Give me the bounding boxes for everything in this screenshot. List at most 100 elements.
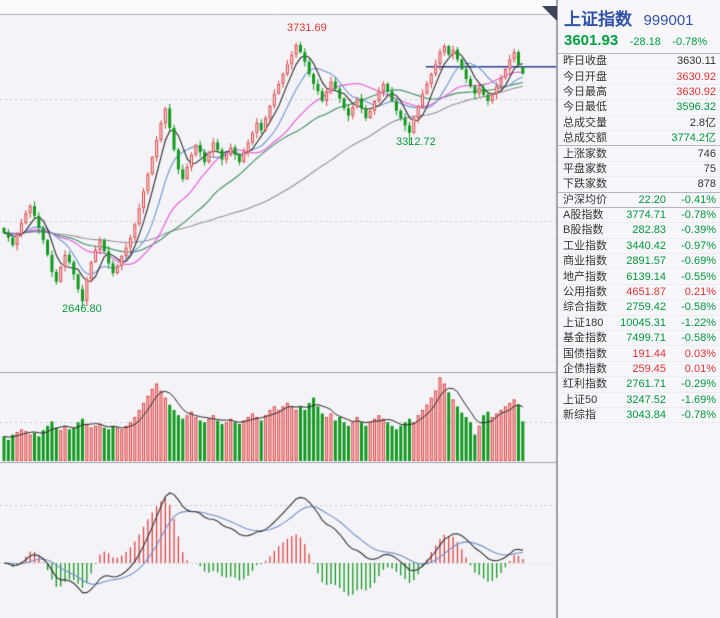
quote-row-label: 新综指 [563, 409, 596, 422]
quote-row-label: B股指数 [563, 224, 604, 237]
quote-row-pct: -0.55% [681, 270, 716, 283]
quote-row-value: 22.20 [638, 193, 666, 206]
quote-row-label: 企债指数 [563, 363, 607, 375]
quote-row-value: 3630.11 [677, 55, 716, 68]
quote-row[interactable]: 今日最低 3596.32 [558, 100, 720, 116]
period-high-label: 3731.69 [287, 22, 327, 34]
quote-row-pct: 0.21% [684, 286, 716, 299]
quote-row-value: 3774.2亿 [671, 132, 716, 145]
quote-row-label: 国债指数 [563, 347, 607, 360]
quote-row[interactable]: 上涨家数 746 [558, 146, 720, 162]
quote-row-value: 3774.71 [626, 209, 666, 222]
quote-row-label: 总成交额 [563, 132, 607, 145]
quote-row-pct: -0.39% [681, 224, 716, 237]
quote-row[interactable]: 国债指数 191.44 0.03% [558, 346, 720, 362]
quote-row-value: 6139.14 [626, 270, 666, 283]
quote-row[interactable]: 新综指 3043.84 -0.78% [558, 408, 720, 424]
quote-row-value: 2759.42 [626, 301, 666, 314]
quote-row[interactable]: 红利指数 2761.71 -0.29% [558, 377, 720, 393]
quote-row-value: 2891.57 [626, 255, 666, 268]
quote-row-label: 沪深均价 [563, 193, 607, 206]
quote-row-label: 今日最低 [563, 101, 607, 114]
quote-row-pct: -0.58% [681, 332, 716, 345]
quote-row-value: 2761.71 [626, 378, 666, 391]
quote-priceline: 3601.93 -28.18 -0.78% [558, 30, 720, 54]
quote-row-pct: -0.41% [681, 193, 716, 206]
quote-row-label: 下跌家数 [563, 178, 607, 191]
quote-title: 上证指数 999001 [558, 0, 720, 30]
quote-row-value: 259.45 [632, 363, 666, 375]
quote-row[interactable]: 商业指数 2891.57 -0.69% [558, 254, 720, 270]
quote-row-pct: 0.01% [684, 363, 716, 375]
quote-row-pct: -0.78% [681, 409, 716, 422]
quote-row-label: 地产指数 [563, 270, 607, 283]
quote-panel: 上证指数 999001 3601.93 -28.18 -0.78% 昨日收盘 36… [557, 0, 720, 618]
quote-row-pct: -0.69% [681, 255, 716, 268]
quote-row-label: 上证50 [563, 393, 598, 406]
quote-row-value: 3043.84 [626, 409, 666, 422]
quote-row-label: 上证180 [563, 316, 604, 329]
quote-row-label: 公用指数 [563, 286, 607, 299]
quote-row[interactable]: 总成交量 2.8亿 [558, 116, 720, 131]
quote-row[interactable]: 基金指数 7499.71 -0.58% [558, 331, 720, 347]
quote-row-value: 3247.52 [626, 393, 666, 406]
quote-row-value: 2.8亿 [689, 116, 716, 129]
quote-row-value: 3440.42 [626, 239, 666, 252]
quote-row-label: 平盘家数 [563, 162, 607, 175]
last-price: 3601.93 [564, 32, 619, 49]
price-change: -28.18 [629, 36, 661, 48]
quote-row-pct: -1.22% [681, 316, 716, 329]
panel-corner-marker-icon [542, 6, 557, 21]
quote-row-value: 3630.92 [676, 70, 716, 83]
quote-row[interactable]: 地产指数 6139.14 -0.55% [558, 269, 720, 285]
quote-row-value: 3630.92 [676, 85, 716, 98]
quote-row[interactable]: 沪深均价 22.20 -0.41% [558, 193, 720, 208]
quote-row-label: A股指数 [563, 209, 604, 222]
quote-row[interactable]: 平盘家数 75 [558, 162, 720, 178]
quote-row[interactable]: 今日开盘 3630.92 [558, 69, 720, 85]
quote-rows: 昨日收盘 3630.11 今日开盘 3630.92 今日最高 3630.92 今日最低 359… [558, 54, 720, 424]
quote-row-value: 3596.32 [676, 101, 716, 114]
quote-row-label: 商业指数 [563, 255, 607, 268]
quote-row-pct: -0.58% [681, 301, 716, 314]
quote-row-label: 总成交量 [563, 116, 607, 129]
index-code: 999001 [643, 12, 694, 29]
quote-row[interactable]: 上证50 3247.52 -1.69% [558, 393, 720, 408]
quote-row[interactable]: 综合指数 2759.42 -0.58% [558, 300, 720, 316]
quote-row-pct: 0.03% [684, 347, 716, 360]
swing-low-label: 3312.72 [396, 136, 436, 148]
quote-row[interactable]: B股指数 282.83 -0.39% [558, 223, 720, 239]
quote-row[interactable]: 昨日收盘 3630.11 [558, 54, 720, 70]
quote-row-value: 878 [697, 178, 716, 191]
quote-row-label: 工业指数 [563, 239, 607, 252]
quote-row-label: 红利指数 [563, 378, 607, 391]
quote-row[interactable]: 公用指数 4651.87 0.21% [558, 285, 720, 301]
quote-row-value: 10045.31 [620, 316, 666, 329]
quote-row-value: 75 [703, 162, 716, 175]
quote-row[interactable]: A股指数 3774.71 -0.78% [558, 208, 720, 224]
index-name: 上证指数 [564, 10, 632, 29]
quote-row-label: 今日最高 [563, 85, 607, 98]
quote-row[interactable]: 今日最高 3630.92 [558, 85, 720, 101]
quote-row[interactable]: 下跌家数 878 [558, 177, 720, 193]
quote-row-value: 191.44 [632, 347, 666, 360]
quote-row[interactable]: 工业指数 3440.42 -0.97% [558, 239, 720, 255]
quote-row-value: 282.83 [632, 224, 666, 237]
quote-row-value: 746 [697, 147, 716, 160]
quote-row[interactable]: 总成交额 3774.2亿 [558, 131, 720, 147]
price-change-pct: -0.78% [672, 36, 708, 48]
quote-row-label: 今日开盘 [563, 70, 607, 83]
quote-row-label: 昨日收盘 [563, 55, 607, 68]
quote-row[interactable]: 上证180 10045.31 -1.22% [558, 316, 720, 332]
quote-row-pct: -0.29% [681, 378, 716, 391]
period-low-label: 2646.80 [62, 303, 102, 315]
quote-row-value: 7499.71 [626, 332, 666, 345]
quote-row-pct: -0.78% [681, 209, 716, 222]
quote-row-label: 基金指数 [563, 332, 607, 345]
quote-row-pct: -1.69% [681, 393, 716, 406]
quote-row-pct: -0.97% [681, 239, 716, 252]
kline-chart[interactable] [0, 0, 557, 618]
quote-row-value: 4651.87 [626, 286, 666, 299]
quote-row[interactable]: 企债指数 259.45 0.01% [558, 362, 720, 378]
